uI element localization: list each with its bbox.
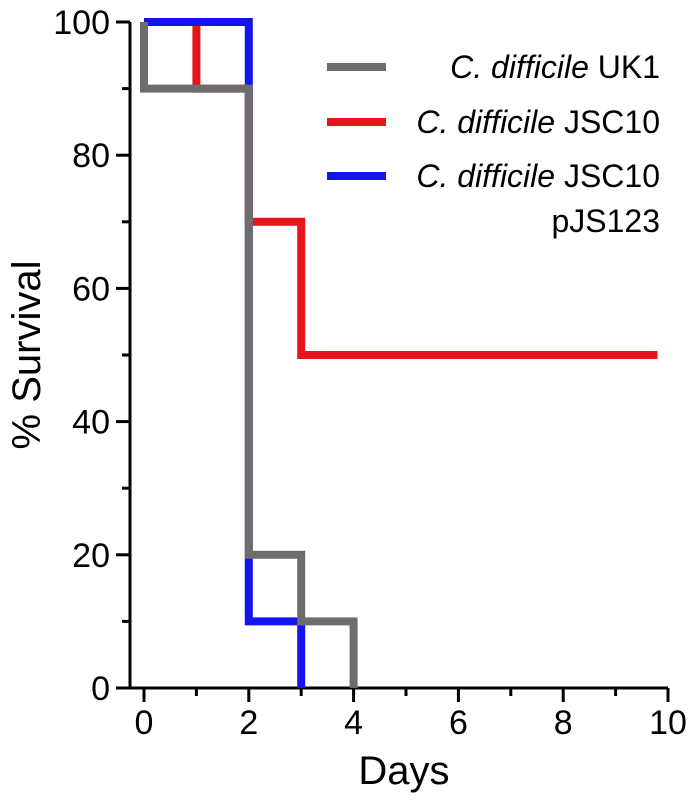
series-line-1 bbox=[140, 22, 358, 688]
ticks: 0 20 40 60 80 100 0 2 4 6 8 10 bbox=[53, 4, 687, 742]
legend-label-2: C. difficile JSC10 bbox=[416, 104, 660, 140]
x-tick-label: 4 bbox=[344, 704, 363, 742]
legend-label-3-line2: pJS123 bbox=[551, 203, 660, 239]
y-tick-label: 80 bbox=[72, 137, 110, 175]
legend-label-1: C. difficile UK1 bbox=[450, 49, 660, 85]
x-tick-label: 2 bbox=[239, 704, 258, 742]
y-axis-title: % Survival bbox=[5, 261, 49, 450]
x-tick-label: 0 bbox=[135, 704, 154, 742]
legend-label-3: C. difficile JSC10 bbox=[416, 158, 660, 194]
x-tick-label: 8 bbox=[554, 704, 573, 742]
y-tick-label: 100 bbox=[53, 4, 110, 42]
y-tick-label: 60 bbox=[72, 270, 110, 308]
y-tick-label: 20 bbox=[72, 537, 110, 575]
x-tick-label: 6 bbox=[449, 704, 468, 742]
y-tick-label: 40 bbox=[72, 404, 110, 442]
y-tick-label: 0 bbox=[91, 670, 110, 708]
x-axis-title: Days bbox=[358, 749, 449, 793]
legend: C. difficile UK1 C. difficile JSC10 C. dif… bbox=[327, 49, 660, 239]
series-line-3 bbox=[144, 18, 306, 688]
x-tick-label: 10 bbox=[649, 704, 687, 742]
series-lines bbox=[140, 18, 658, 688]
